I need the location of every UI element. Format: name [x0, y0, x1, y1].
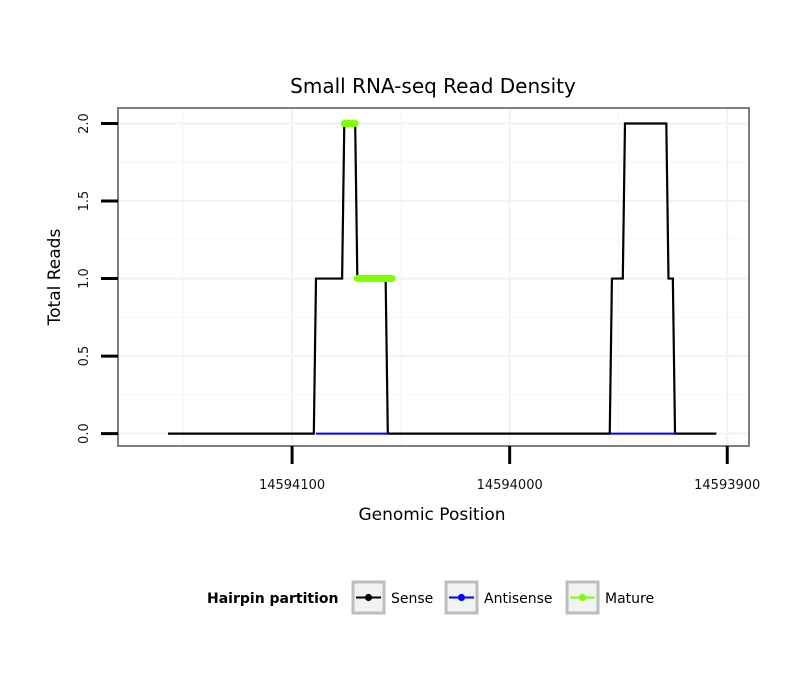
- grid-lines: [118, 108, 749, 446]
- legend: Hairpin partition Sense Antisense Mature: [207, 580, 654, 615]
- legend-item-sense: Sense: [351, 580, 433, 615]
- y-axis: 0.0 0.5 1.0 1.5 2.0: [77, 113, 118, 444]
- legend-label-antisense: Antisense: [484, 591, 553, 607]
- legend-key-point-sense: [364, 593, 373, 602]
- x-axis: 14594100 14594000 14593900: [259, 446, 760, 493]
- x-axis-title: Genomic Position: [358, 505, 505, 525]
- legend-label-mature: Mature: [605, 591, 654, 607]
- legend-key-point-mature: [578, 593, 587, 602]
- x-tick-label: 14594100: [259, 478, 325, 493]
- series-layer: [168, 120, 717, 435]
- y-axis-title: Total Reads: [45, 229, 65, 327]
- y-tick-label: 1.0: [77, 268, 92, 289]
- y-tick-label: 2.0: [77, 113, 92, 134]
- legend-item-mature: Mature: [565, 580, 654, 615]
- legend-key-point-antisense: [457, 593, 466, 602]
- plot-border: [117, 107, 750, 447]
- legend-item-antisense: Antisense: [444, 580, 553, 615]
- plot-background: [118, 108, 749, 446]
- x-tick-label: 14593900: [694, 478, 760, 493]
- plot-area: [117, 107, 750, 447]
- y-tick-label: 1.5: [77, 191, 92, 212]
- legend-label-sense: Sense: [391, 591, 433, 607]
- legend-items: Sense Antisense Mature: [351, 580, 654, 615]
- series-line-sense: [168, 122, 717, 435]
- y-tick-label: 0.0: [77, 423, 92, 444]
- legend-title: Hairpin partition: [207, 591, 338, 607]
- chart-title: Small RNA-seq Read Density: [290, 74, 576, 98]
- y-tick-label: 0.5: [77, 346, 92, 367]
- x-tick-label: 14594000: [477, 478, 543, 493]
